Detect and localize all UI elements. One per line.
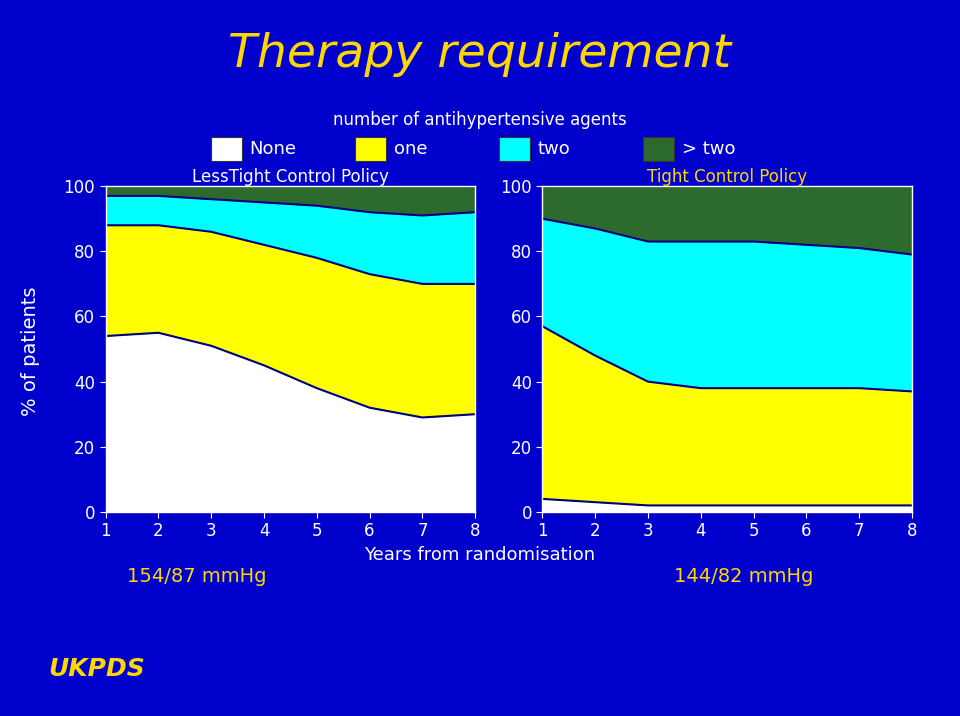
Text: UKPDS: UKPDS xyxy=(48,657,145,682)
Text: Therapy requirement: Therapy requirement xyxy=(228,32,732,77)
Text: 154/87 mmHg: 154/87 mmHg xyxy=(127,567,267,586)
Text: None: None xyxy=(250,140,297,158)
Text: number of antihypertensive agents: number of antihypertensive agents xyxy=(333,111,627,129)
Title: LessTight Control Policy: LessTight Control Policy xyxy=(192,168,389,186)
Text: % of patients: % of patients xyxy=(21,286,40,415)
Text: 144/82 mmHg: 144/82 mmHg xyxy=(674,567,814,586)
Text: two: two xyxy=(538,140,570,158)
Text: Years from randomisation: Years from randomisation xyxy=(365,546,595,564)
Title: Tight Control Policy: Tight Control Policy xyxy=(647,168,807,186)
Text: > two: > two xyxy=(682,140,735,158)
Text: one: one xyxy=(394,140,427,158)
